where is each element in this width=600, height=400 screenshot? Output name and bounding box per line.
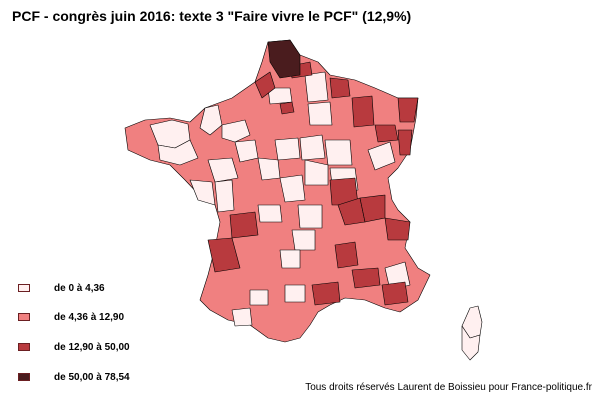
dept-orne — [221, 119, 251, 143]
corsica-corse-du-sud — [461, 325, 481, 361]
dept-nord — [267, 39, 301, 79]
dept-vendee — [189, 179, 216, 206]
dept-vaucluse — [351, 267, 381, 289]
dept-creuse — [257, 204, 283, 223]
light-departments — [149, 71, 411, 327]
legend-label-1: de 0 à 4,36 — [54, 283, 105, 294]
dept-aisne — [304, 71, 329, 103]
dept-yonne — [299, 134, 326, 161]
darkest-departments — [267, 39, 301, 79]
dept-haute-vienne — [229, 211, 259, 239]
dept-drome — [384, 217, 411, 241]
medium-dark-departments — [207, 61, 419, 306]
dept-manche — [199, 104, 223, 136]
dept-bouches-du-rhone — [381, 281, 409, 306]
dept-deux-sevres — [214, 179, 235, 213]
dept-allier — [297, 204, 323, 229]
dept-haut-rhin — [397, 129, 413, 156]
legend-swatch-1 — [18, 284, 30, 292]
dept-gironde — [207, 237, 241, 273]
dept-ardeche — [334, 241, 359, 269]
dept-marne — [307, 101, 333, 126]
dept-maine-loire — [207, 157, 239, 183]
legend-swatch-2 — [18, 313, 30, 321]
dept-tarn — [284, 284, 306, 303]
dept-gers — [231, 307, 253, 327]
dept-ardennes — [329, 77, 351, 99]
dept-meurthe — [351, 95, 375, 128]
dept-loir-cher — [257, 157, 281, 181]
map-title: PCF - congrès juin 2016: texte 3 "Faire … — [12, 8, 412, 24]
dept-puy-de-dome — [291, 229, 316, 251]
dept-haute-saone — [374, 124, 399, 143]
legend-swatch-3 — [18, 343, 30, 351]
dept-doubs — [367, 141, 396, 171]
dept-cher — [279, 174, 306, 203]
dept-cote-or — [324, 139, 353, 166]
copyright-credit: Tous droits réservés Laurent de Boissieu… — [305, 382, 592, 393]
legend-swatch-4 — [18, 373, 30, 381]
dept-cantal — [279, 249, 301, 269]
legend-label-4: de 50,00 à 78,54 — [54, 372, 130, 383]
dept-paris — [279, 101, 295, 115]
legend-label-3: de 12,90 à 50,00 — [54, 342, 130, 353]
dept-loiret — [274, 137, 301, 161]
dept-seine-maritime — [254, 71, 276, 99]
dept-bretagne-sud — [157, 139, 199, 166]
legend-label-2: de 4,36 à 12,90 — [54, 312, 125, 323]
dept-lot — [249, 289, 269, 306]
dept-herault — [311, 281, 341, 306]
dept-nievre — [304, 159, 329, 186]
dept-bas-rhin — [397, 97, 419, 123]
